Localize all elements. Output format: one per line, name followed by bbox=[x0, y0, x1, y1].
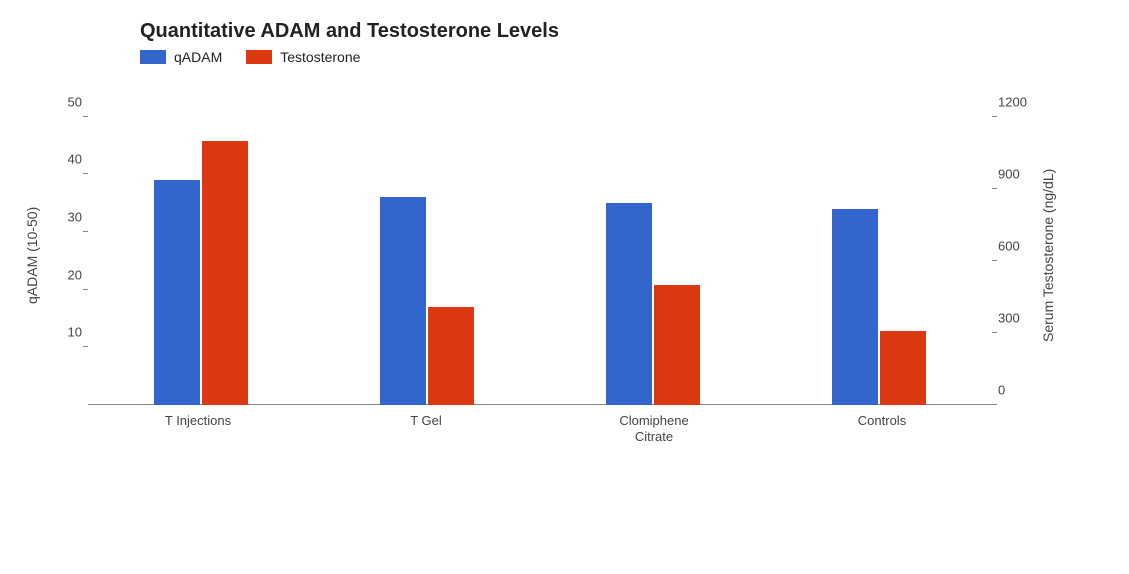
category-label: T Injections bbox=[84, 413, 312, 446]
plot-row: qADAM (10-50) 1020304050 03006009001200 … bbox=[20, 105, 1060, 405]
bar-testosterone bbox=[654, 285, 700, 405]
category-label: Clomiphene Citrate bbox=[540, 413, 768, 446]
bar-qadam bbox=[832, 209, 878, 405]
chart-container: Quantitative ADAM and Testosterone Level… bbox=[20, 20, 1060, 446]
chart-title: Quantitative ADAM and Testosterone Level… bbox=[140, 20, 1060, 43]
tick-mark bbox=[83, 116, 88, 117]
spacer bbox=[996, 413, 1060, 446]
y-left-tick: 10 bbox=[68, 325, 82, 340]
bar-group bbox=[88, 105, 314, 405]
legend-label-qadam: qADAM bbox=[174, 49, 222, 65]
bar-qadam bbox=[380, 197, 426, 405]
y-left-tick: 50 bbox=[68, 94, 82, 109]
bar-testosterone bbox=[428, 307, 474, 405]
category-label: T Gel bbox=[312, 413, 540, 446]
plot-area bbox=[88, 105, 992, 405]
y-right-axis-label: Serum Testosterone (ng/dL) bbox=[1036, 105, 1060, 405]
bar-testosterone bbox=[202, 141, 248, 405]
tick-mark bbox=[83, 346, 88, 347]
spacer bbox=[20, 413, 84, 446]
y-right-ticks: 03006009001200 bbox=[992, 105, 1036, 405]
x-axis-labels: T InjectionsT GelClomiphene CitrateContr… bbox=[20, 413, 1060, 446]
legend-item-qadam: qADAM bbox=[140, 49, 222, 65]
y-right-tick: 300 bbox=[998, 311, 1020, 326]
y-left-tick: 40 bbox=[68, 152, 82, 167]
y-left-tick: 20 bbox=[68, 267, 82, 282]
tick-mark bbox=[83, 231, 88, 232]
legend-item-testosterone: Testosterone bbox=[246, 49, 360, 65]
bar-qadam bbox=[154, 180, 200, 405]
y-left-axis-label: qADAM (10-50) bbox=[20, 105, 44, 405]
legend-label-testosterone: Testosterone bbox=[280, 49, 360, 65]
category-label: Controls bbox=[768, 413, 996, 446]
bar-group bbox=[314, 105, 540, 405]
bar-qadam bbox=[606, 203, 652, 405]
y-right-tick: 900 bbox=[998, 167, 1020, 182]
y-left-tick: 30 bbox=[68, 209, 82, 224]
bar-testosterone bbox=[880, 331, 926, 405]
y-right-tick: 0 bbox=[998, 383, 1005, 398]
legend: qADAM Testosterone bbox=[140, 49, 1060, 65]
category-labels: T InjectionsT GelClomiphene CitrateContr… bbox=[84, 413, 996, 446]
legend-swatch-testosterone bbox=[246, 50, 272, 64]
tick-mark bbox=[83, 173, 88, 174]
legend-swatch-qadam bbox=[140, 50, 166, 64]
y-right-tick: 600 bbox=[998, 239, 1020, 254]
y-right-tick: 1200 bbox=[998, 95, 1027, 110]
bar-groups bbox=[88, 105, 992, 405]
bar-group bbox=[540, 105, 766, 405]
bar-group bbox=[766, 105, 992, 405]
tick-mark bbox=[83, 289, 88, 290]
y-left-ticks: 1020304050 bbox=[44, 105, 88, 405]
